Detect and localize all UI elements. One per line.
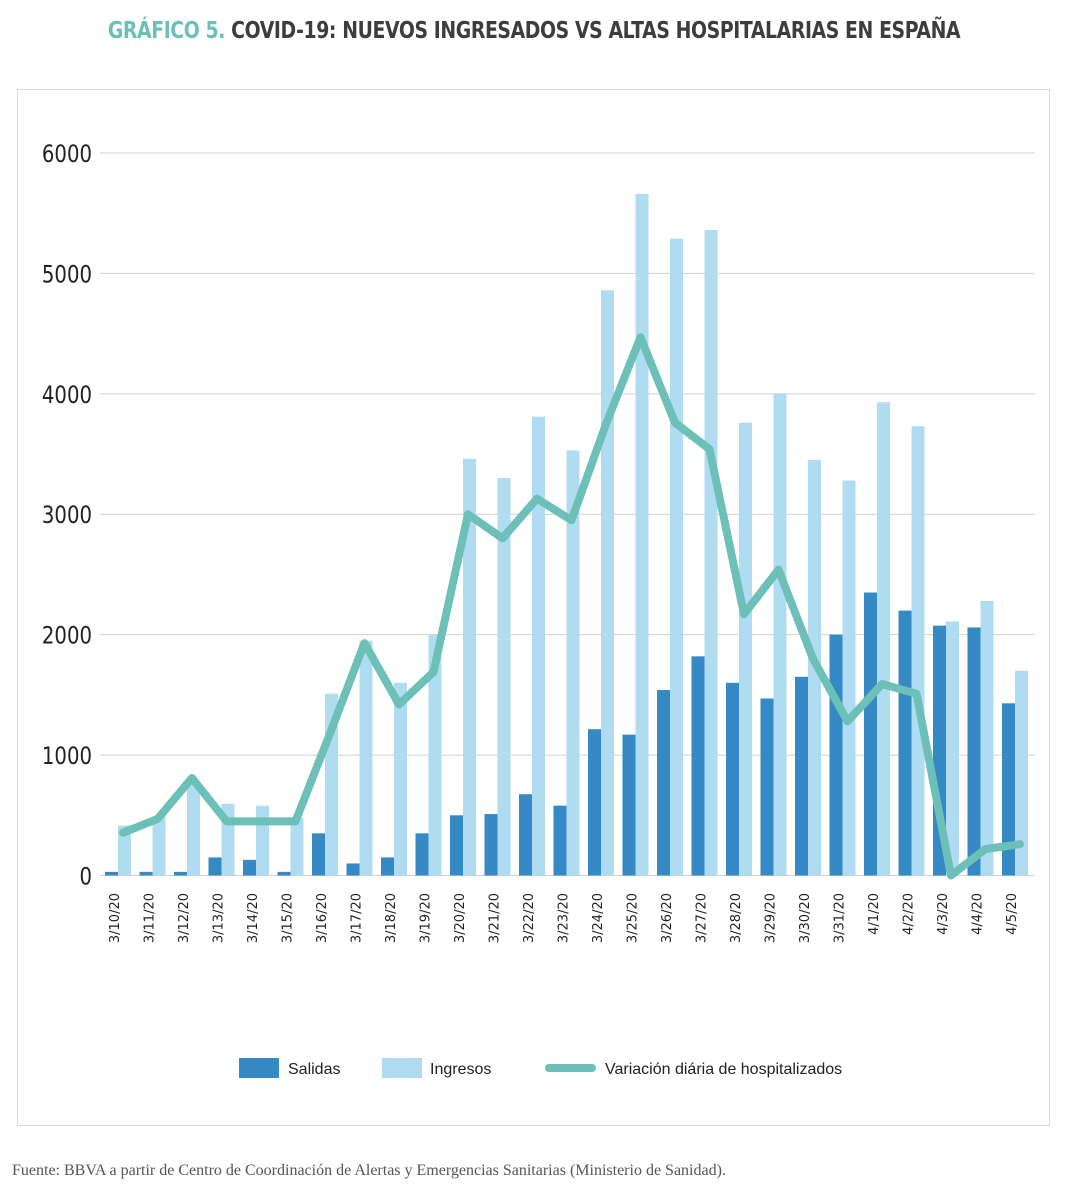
bar-salidas — [312, 833, 325, 876]
bar-ingresos — [773, 393, 787, 876]
x-tick-label: 3/30/20 — [798, 893, 813, 943]
bar-salidas — [174, 871, 187, 876]
bar-ingresos — [497, 478, 511, 876]
x-tick-label: 3/17/20 — [350, 893, 365, 943]
bar-salidas — [967, 627, 981, 876]
bar-ingresos — [877, 402, 890, 876]
legend-swatch-salidas — [239, 1058, 279, 1078]
bar-salidas — [243, 859, 256, 876]
bar-ingresos — [1015, 670, 1028, 876]
bar-salidas — [588, 729, 601, 876]
bar-salidas — [691, 656, 705, 876]
title-prefix: GRÁFICO 5. — [107, 18, 226, 44]
x-tick-label: 3/15/20 — [281, 893, 296, 943]
x-tick-label: 3/29/20 — [764, 893, 779, 943]
bar-salidas — [1002, 703, 1015, 876]
x-tick-label: 3/28/20 — [729, 893, 744, 943]
bar-ingresos — [532, 416, 545, 876]
bar-salidas — [277, 871, 291, 876]
x-tick-label: 3/18/20 — [384, 893, 399, 943]
bar-salidas — [105, 871, 118, 876]
line-variacion — [119, 333, 1024, 880]
x-tick-label: 3/14/20 — [246, 893, 261, 943]
bar-ingresos — [566, 450, 580, 876]
bar-salidas — [898, 610, 912, 876]
bar-salidas — [760, 698, 774, 876]
x-tick-label: 3/11/20 — [143, 893, 158, 943]
y-tick-label: 5000 — [42, 262, 92, 289]
bar-ingresos — [428, 634, 442, 876]
x-tick-label: 3/23/20 — [557, 893, 572, 943]
x-tick-label: 3/27/20 — [695, 893, 710, 943]
bar-salidas — [208, 857, 222, 876]
bar-salidas — [795, 676, 808, 876]
bar-ingresos — [463, 458, 476, 876]
x-tick-label: 3/24/20 — [591, 893, 606, 943]
bar-salidas — [415, 833, 429, 876]
x-tick-label: 3/20/20 — [453, 893, 468, 943]
x-tick-label: 3/22/20 — [522, 893, 537, 943]
x-tick-label: 4/2/20 — [902, 893, 917, 935]
legend-label-ingresos: Ingresos — [430, 1061, 491, 1078]
bar-salidas — [519, 794, 532, 876]
bar-salidas — [829, 634, 843, 876]
bar-salidas — [657, 690, 670, 876]
bar-salidas — [346, 863, 360, 876]
y-tick-label: 1000 — [42, 743, 92, 770]
legend-swatch-ingresos — [382, 1058, 422, 1078]
bar-salidas — [139, 871, 153, 876]
x-tick-label: 4/4/20 — [971, 893, 986, 935]
x-tick-label: 4/3/20 — [936, 893, 951, 935]
bar-salidas — [622, 734, 636, 876]
y-tick-label: 4000 — [42, 382, 92, 409]
x-tick-label: 4/5/20 — [1005, 893, 1020, 935]
y-tick-label: 3000 — [42, 502, 92, 529]
source-note: Fuente: BBVA a partir de Centro de Coord… — [12, 1162, 726, 1179]
bar-salidas — [553, 805, 567, 876]
x-tick-label: 3/13/20 — [212, 893, 227, 943]
x-tick-label: 3/19/20 — [419, 893, 434, 943]
x-tick-label: 3/26/20 — [660, 893, 675, 943]
x-tick-label: 3/25/20 — [626, 893, 641, 943]
bar-ingresos — [670, 238, 683, 876]
bar-ingresos — [187, 783, 200, 876]
bar-salidas — [864, 592, 877, 876]
bar-ingresos — [601, 290, 614, 876]
bar-ingresos — [256, 805, 269, 876]
y-tick-label: 0 — [79, 864, 92, 891]
x-tick-label: 3/31/20 — [833, 893, 848, 943]
bar-ingresos — [739, 422, 752, 876]
bar-salidas — [726, 682, 739, 876]
bar-ingresos — [290, 817, 304, 876]
bar-ingresos — [704, 230, 718, 876]
x-tick-label: 3/21/20 — [488, 893, 503, 943]
bar-ingresos — [118, 825, 131, 876]
bar-ingresos — [946, 621, 959, 876]
x-tick-label: 3/10/20 — [108, 893, 123, 943]
bar-ingresos — [842, 480, 856, 876]
bar-ingresos — [359, 640, 373, 876]
bar-ingresos — [394, 682, 407, 876]
legend-label-salidas: Salidas — [288, 1061, 340, 1078]
bar-ingresos — [980, 600, 994, 876]
legend-label-variacion: Variación diária de hospitalizados — [605, 1061, 842, 1078]
y-tick-label: 2000 — [42, 623, 92, 650]
bar-salidas — [484, 814, 498, 876]
bar-salidas — [450, 815, 463, 876]
bar-salidas — [381, 857, 394, 876]
chart-frame — [17, 89, 1050, 1126]
bar-ingresos — [635, 193, 649, 876]
x-tick-label: 3/16/20 — [315, 893, 330, 943]
chart-title: GRÁFICO 5. COVID-19: NUEVOS INGRESADOS V… — [96, 18, 972, 44]
bar-ingresos — [911, 426, 925, 876]
y-tick-label: 6000 — [42, 141, 92, 168]
x-tick-label: 4/1/20 — [867, 893, 882, 935]
x-tick-label: 3/12/20 — [177, 893, 192, 943]
bar-ingresos — [152, 816, 166, 876]
title-text: COVID-19: NUEVOS INGRESADOS VS ALTAS HOS… — [231, 18, 961, 44]
